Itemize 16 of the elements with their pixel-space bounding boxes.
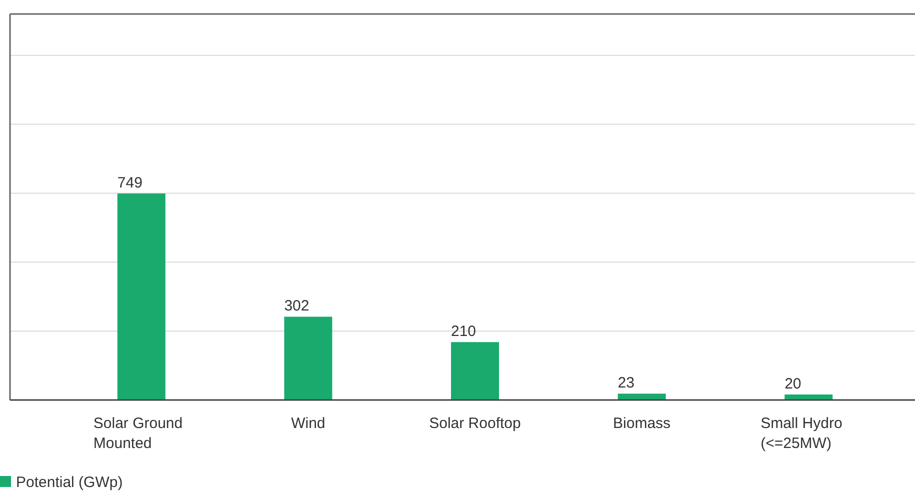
bar bbox=[284, 316, 332, 400]
x-tick-label: Biomass bbox=[613, 415, 671, 432]
bar bbox=[784, 394, 833, 400]
bar bbox=[618, 394, 666, 400]
data-label: 210 bbox=[451, 323, 476, 340]
data-label: 20 bbox=[784, 375, 802, 392]
x-tick-label: Solar Ground Mounted bbox=[93, 415, 183, 452]
legend-label: Potential (GWp) bbox=[16, 474, 123, 491]
x-tick-label: Wind bbox=[291, 415, 326, 432]
x-tick-label: Small Hydro (<=25MW) bbox=[760, 415, 842, 452]
bar bbox=[451, 342, 499, 400]
x-tick-label: Solar Rooftop bbox=[429, 415, 521, 432]
data-label: 749 bbox=[117, 174, 142, 192]
bar bbox=[117, 193, 166, 400]
data-label: 23 bbox=[618, 374, 634, 392]
data-label: 302 bbox=[284, 298, 310, 315]
